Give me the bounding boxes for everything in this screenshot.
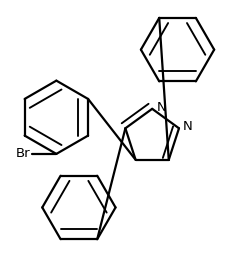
Text: Br: Br (16, 147, 30, 160)
Text: N: N (156, 101, 166, 114)
Text: N: N (183, 120, 193, 133)
